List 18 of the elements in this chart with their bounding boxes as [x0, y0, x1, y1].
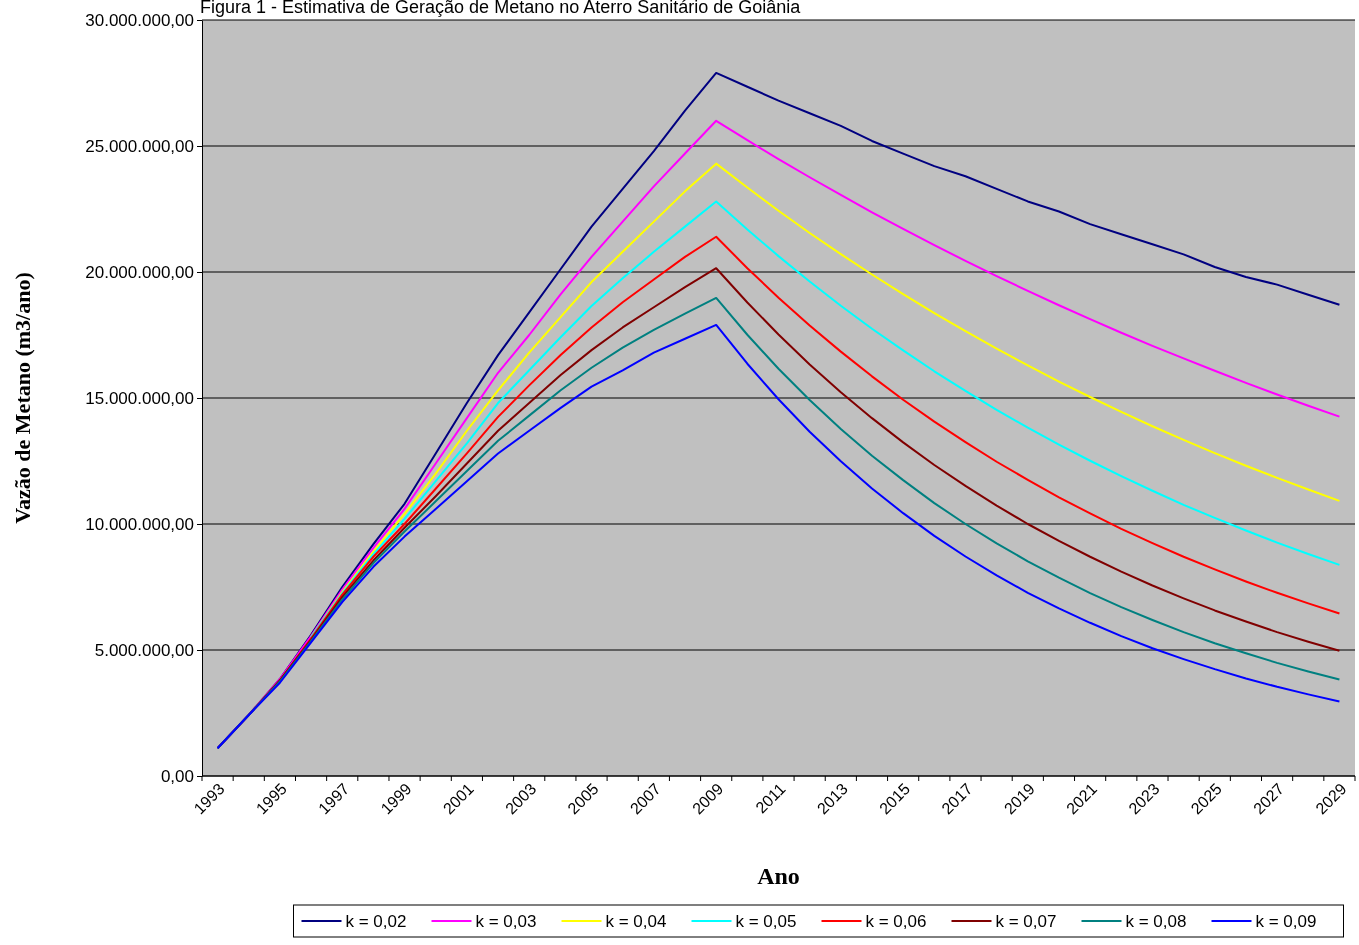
chart-title: Figura 1 - Estimativa de Geração de Metano no Aterro Sanitário de Goiânia — [200, 0, 802, 17]
y-tick-label: 30.000.000,00 — [85, 10, 194, 30]
x-axis-title: Ano — [757, 863, 800, 889]
y-tick-label: 25.000.000,00 — [85, 136, 194, 156]
legend-label: k = 0,07 — [995, 912, 1057, 931]
legend-label: k = 0,02 — [345, 912, 407, 931]
y-tick-label: 20.000.000,00 — [85, 262, 194, 282]
y-axis-title: Vazão de Metano (m3/ano) — [10, 272, 35, 524]
legend-label: k = 0,04 — [605, 912, 667, 931]
y-tick-label: 0,00 — [160, 766, 194, 786]
legend-label: k = 0,03 — [475, 912, 537, 931]
y-tick-label: 10.000.000,00 — [85, 514, 194, 534]
legend-label: k = 0,06 — [865, 912, 927, 931]
legend-label: k = 0,08 — [1125, 912, 1187, 931]
y-tick-label: 5.000.000,00 — [94, 640, 194, 660]
legend-label: k = 0,09 — [1255, 912, 1317, 931]
y-tick-label: 15.000.000,00 — [85, 388, 194, 408]
legend-label: k = 0,05 — [735, 912, 797, 931]
